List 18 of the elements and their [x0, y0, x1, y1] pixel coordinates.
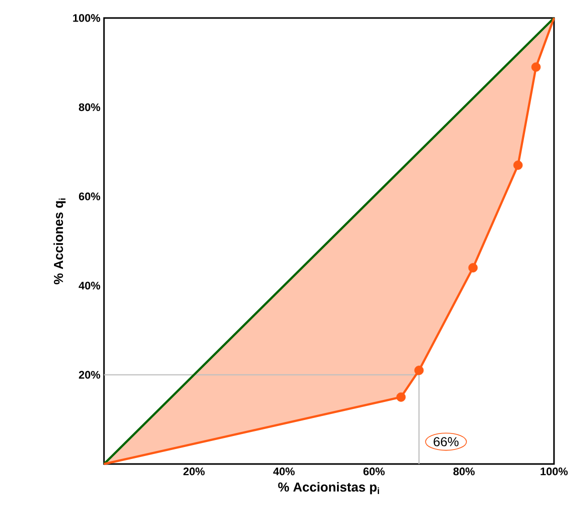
x-tick-label: 80% — [453, 468, 475, 476]
point — [414, 366, 424, 376]
x-tick-label: 100% — [540, 468, 568, 476]
y-tick-label: 40% — [78, 282, 100, 290]
point — [396, 392, 406, 402]
y-axis-title: % Acciones q$_{i}$ — [54, 198, 66, 284]
point — [468, 263, 478, 272]
point — [513, 160, 523, 170]
x-tick-label: 20% — [183, 468, 205, 476]
y-tick-label: 80% — [78, 103, 100, 112]
x-tick-label: 60% — [363, 468, 385, 476]
y-tick-label: 60% — [78, 192, 100, 200]
y-tick-label: 100% — [73, 14, 100, 22]
y-tick-label: 20% — [78, 370, 100, 379]
x-axis-title: % Accionistas p$_{i}$ — [278, 482, 380, 494]
x-tick-label: 40% — [273, 468, 295, 476]
point — [531, 62, 541, 72]
annotation: 66% — [434, 437, 459, 446]
